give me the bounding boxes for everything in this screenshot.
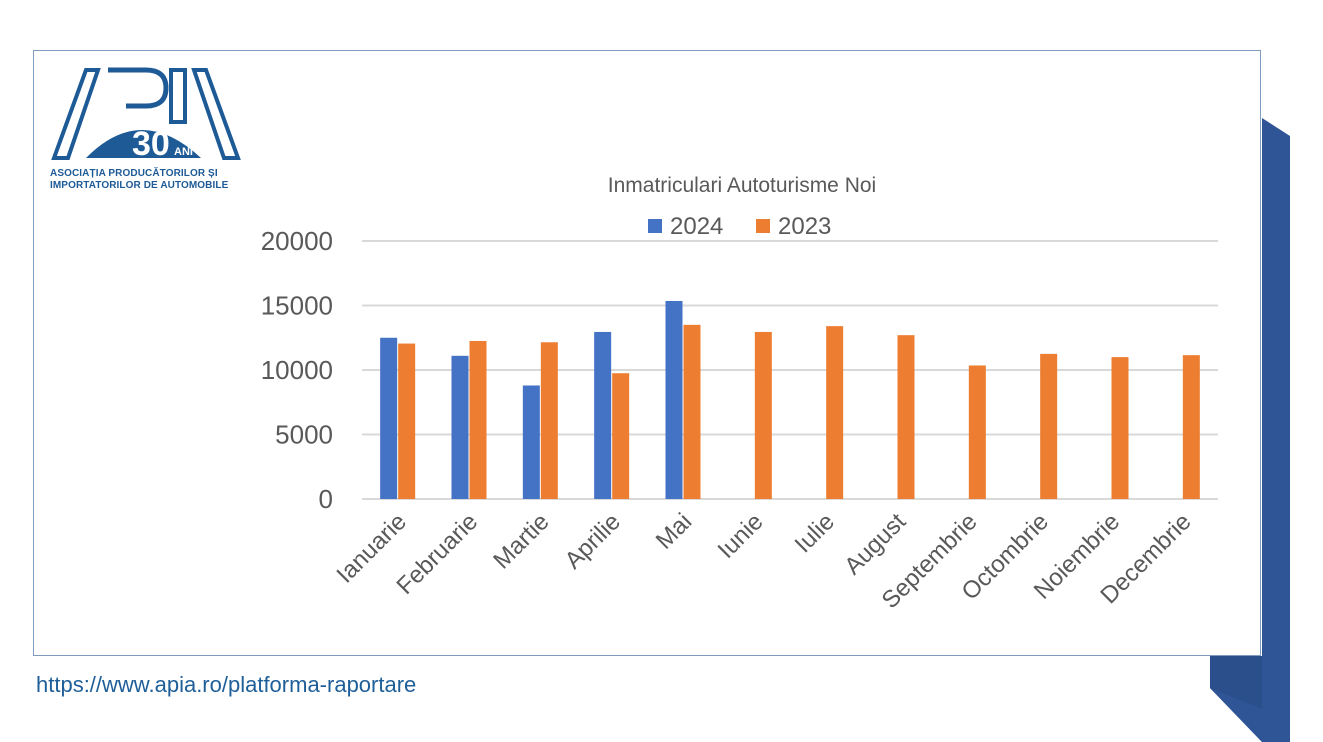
chart-frame	[33, 50, 1261, 656]
bar-2023-aprilie	[612, 373, 630, 499]
bar-2024-mai	[665, 300, 683, 499]
bar-2023-iunie	[754, 331, 772, 499]
logo-text-line2: IMPORTATORILOR DE AUTOMOBILE	[50, 180, 229, 191]
legend-swatch-2024	[648, 219, 662, 233]
bar-2024-martie	[522, 385, 540, 499]
bar-2023-august	[897, 335, 915, 499]
bar-2024-aprilie	[594, 331, 612, 499]
x-tick-label: Martie	[488, 508, 554, 574]
legend-label-2024: 2024	[670, 213, 723, 240]
x-tick-label: Aprilie	[560, 508, 626, 574]
bar-2023-iulie	[826, 326, 844, 499]
chart-legend: 2024 2023	[648, 213, 831, 240]
y-tick-label: 0	[319, 484, 333, 514]
bar-2023-octombrie	[1040, 353, 1058, 499]
bar-2024-februarie	[451, 355, 469, 499]
bar-2023-septembrie	[968, 365, 986, 499]
logo-text-line1: ASOCIAȚIA PRODUCĂTORILOR ȘI	[50, 168, 218, 179]
logo-anniversary-suffix: ANI	[174, 146, 193, 158]
x-tick-label: August	[839, 508, 911, 580]
y-tick-label: 5000	[275, 420, 333, 450]
x-tick-label: Iunie	[713, 508, 769, 564]
y-tick-label: 10000	[261, 355, 333, 385]
chart-title: Inmatriculari Autoturisme Noi	[608, 174, 876, 197]
bar-2023-noiembrie	[1111, 357, 1129, 499]
bar-2023-martie	[540, 342, 558, 499]
bar-2023-februarie	[469, 340, 487, 499]
bar-2023-ianuarie	[398, 343, 416, 499]
x-tick-label: Mai	[651, 508, 697, 554]
bar-2023-mai	[683, 324, 701, 499]
apia-logo: 30 ANI	[51, 67, 241, 163]
bar-2024-ianuarie	[380, 337, 398, 499]
platform-url-link[interactable]: https://www.apia.ro/platforma-raportare	[36, 672, 417, 697]
y-tick-label: 15000	[261, 291, 333, 321]
legend-label-2023: 2023	[778, 213, 831, 240]
bar-2023-decembrie	[1182, 355, 1200, 499]
legend-swatch-2023	[756, 219, 770, 233]
y-tick-label: 20000	[261, 226, 333, 256]
logo-anniversary-number: 30	[132, 125, 170, 163]
x-tick-label: Iulie	[790, 508, 840, 558]
